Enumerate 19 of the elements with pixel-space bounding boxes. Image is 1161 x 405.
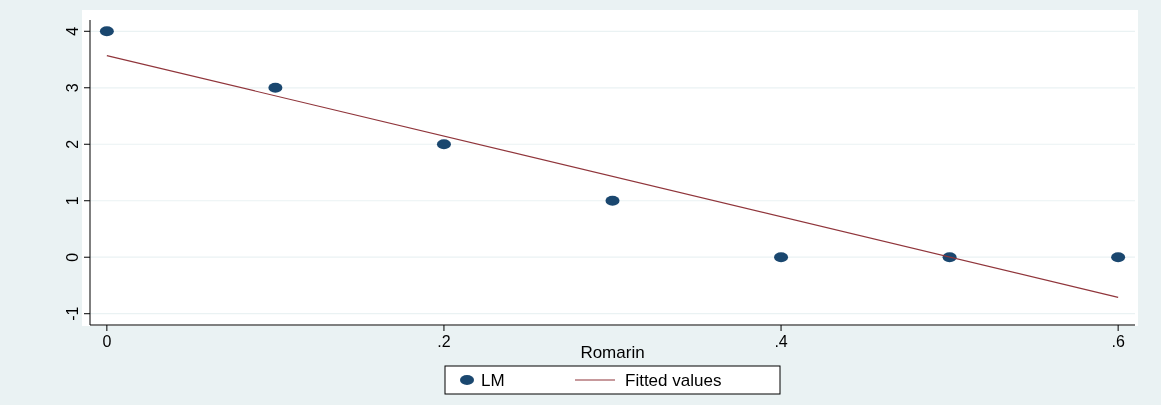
point	[1111, 252, 1126, 263]
legend-label: Fitted values	[625, 371, 722, 390]
x-tick-label: 0	[102, 333, 112, 350]
x-tick-label: .6	[1111, 333, 1125, 350]
x-axis-title: Romarin	[580, 343, 645, 362]
point	[774, 252, 789, 263]
legend-label: LM	[481, 371, 505, 390]
point	[99, 26, 114, 37]
y-tick-label: 0	[64, 252, 81, 262]
y-tick-label: 2	[64, 139, 81, 149]
point	[436, 139, 451, 150]
y-tick-label: 4	[64, 26, 81, 36]
x-tick-label: .2	[437, 333, 451, 350]
y-tick-label: 3	[64, 83, 81, 93]
y-tick-label: 1	[64, 196, 81, 206]
y-tick-label: -1	[64, 306, 81, 321]
x-tick-label: .4	[774, 333, 788, 350]
point	[268, 82, 283, 93]
point	[605, 195, 620, 206]
